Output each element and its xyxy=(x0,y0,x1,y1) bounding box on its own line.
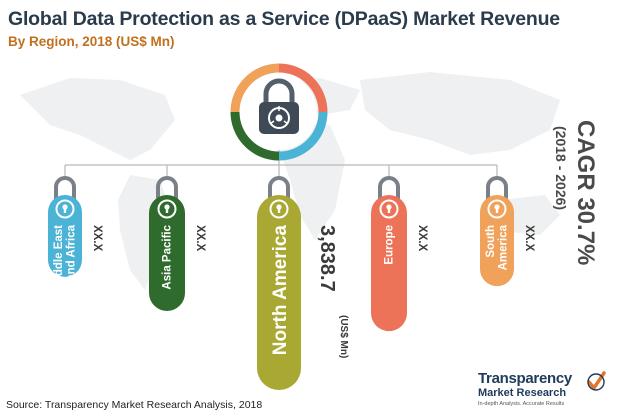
value-label: XX.X xyxy=(523,225,535,252)
value-label: XX.X xyxy=(416,225,428,252)
keyhole-ring-icon xyxy=(157,199,177,219)
keyhole-slot-icon xyxy=(165,207,169,213)
checkmark-icon xyxy=(587,371,606,391)
padlock-shackle-icon xyxy=(54,176,76,199)
category-label: South America xyxy=(485,224,510,270)
keyhole-slot-icon xyxy=(495,207,499,213)
bar-body xyxy=(480,195,514,287)
keyhole-slot-icon xyxy=(277,207,281,213)
bar-middle-east-and-africa: Middle East and Africa xyxy=(48,176,82,289)
category-label-line: South xyxy=(485,225,497,258)
cagr-period: (2018 - 2026) xyxy=(553,126,569,210)
logo-tagline: In-depth Analysis. Accurate Results xyxy=(478,401,565,407)
bar-body xyxy=(149,195,185,311)
bar-north-america: North America xyxy=(257,176,301,390)
bar-body xyxy=(371,195,407,332)
value-label-text: XX.X xyxy=(523,225,535,252)
bar-group: Middle East and Africa XX.X Asia Pacific XX.… xyxy=(48,176,535,390)
category-label-line: Middle East xyxy=(53,225,65,289)
padlock-shackle-icon xyxy=(378,176,400,199)
value-label-text: XX.X xyxy=(91,225,103,252)
padlock-shackle-icon xyxy=(156,176,178,199)
category-label: Asia Pacific xyxy=(161,224,173,289)
value-label-text: XX.X xyxy=(194,225,206,252)
padlock-shackle-icon xyxy=(486,176,508,199)
brand-logo: Transparency Market Research In-depth An… xyxy=(478,370,618,416)
category-label-line: America xyxy=(498,224,510,270)
cagr-label: CAGR 30.7% xyxy=(572,120,599,265)
keyhole-slot-icon xyxy=(63,207,67,213)
central-padlock-emblem xyxy=(230,63,328,161)
source-note: Source: Transparency Market Research Ana… xyxy=(6,399,263,411)
category-label-line: and Africa xyxy=(66,224,78,280)
chart-title: Global Data Protection as a Service (DPa… xyxy=(8,8,560,30)
keyhole-ring-icon xyxy=(269,199,289,219)
cagr-annotation: CAGR 30.7% (2018 - 2026) xyxy=(553,120,599,265)
chart-subtitle: By Region, 2018 (US$ Mn) xyxy=(8,34,175,49)
bar-asia-pacific: Asia Pacific xyxy=(149,176,185,311)
bar-body xyxy=(48,195,82,277)
bar-europe: Europe xyxy=(371,176,407,332)
unit-label-text: (US$ Mn) xyxy=(338,315,349,358)
keyhole-ring-icon xyxy=(55,199,75,219)
logo-sub-text: Market Research xyxy=(478,387,567,399)
keyhole-slot-icon xyxy=(387,207,391,213)
value-label: XX.X xyxy=(91,225,103,252)
category-label: Europe xyxy=(383,225,395,265)
bar-south-america: South America xyxy=(480,176,514,287)
category-label-line: Europe xyxy=(383,225,395,265)
keyhole-ring-icon xyxy=(379,199,399,219)
category-label: Middle East and Africa xyxy=(53,224,78,289)
value-label-text: XX.X xyxy=(416,225,428,252)
value-label-text: 3,838.7 xyxy=(316,225,338,292)
category-label-line: Asia Pacific xyxy=(161,224,173,289)
logo-main-text: Transparency xyxy=(478,370,572,387)
category-label: North America xyxy=(270,225,291,356)
padlock-shackle-icon xyxy=(268,176,290,199)
value-label: 3,838.7 xyxy=(316,225,338,292)
value-label: XX.X xyxy=(194,225,206,252)
unit-label: (US$ Mn) xyxy=(338,315,349,358)
keyhole-ring-icon xyxy=(487,199,507,219)
bar-body xyxy=(257,195,301,390)
category-label-line: North America xyxy=(270,225,291,356)
